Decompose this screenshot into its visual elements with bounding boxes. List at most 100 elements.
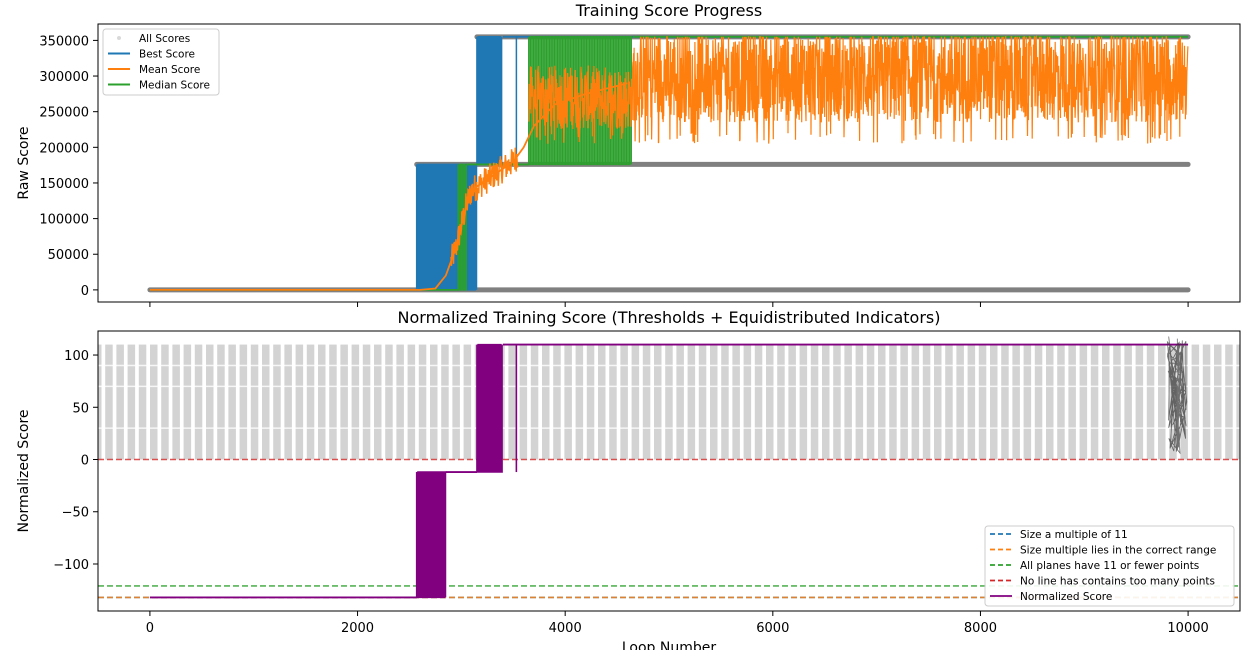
indicator-bar <box>564 344 572 460</box>
x-tick-label: 8000 <box>964 621 997 636</box>
indicator-bar <box>374 344 382 460</box>
indicator-bar <box>1102 344 1110 460</box>
y-tick-label: −50 <box>62 506 89 521</box>
legend-label: No line has contains too many points <box>1020 576 1215 588</box>
indicator-bar <box>418 344 427 460</box>
indicator-bar <box>743 344 752 460</box>
indicator-bar <box>1146 344 1155 460</box>
indicator-bar <box>217 344 225 460</box>
indicator-bar <box>676 344 684 460</box>
indicator-bar <box>810 344 819 460</box>
legend-label: All planes have 11 or fewer points <box>1020 560 1199 572</box>
indicator-bar <box>754 344 763 460</box>
indicator-bar <box>822 344 830 460</box>
x-axis-label: Loop Number <box>622 640 717 650</box>
indicator-bar <box>250 344 259 460</box>
y-tick-label: 0 <box>81 284 89 299</box>
x-tick-label: 10000 <box>1167 621 1208 636</box>
indicator-bar <box>1202 344 1211 460</box>
median-score-line <box>457 163 467 291</box>
indicator-bar <box>430 344 438 460</box>
indicator-bar <box>900 344 908 460</box>
indicator-bar <box>698 344 707 460</box>
indicator-bar <box>542 344 550 460</box>
plot-area <box>98 336 1240 599</box>
indicator-bar <box>1001 344 1009 460</box>
indicator-bar <box>598 344 606 460</box>
indicator-bar <box>329 344 337 460</box>
legend-label: All Scores <box>139 33 190 45</box>
indicator-scribble <box>1166 336 1188 455</box>
indicator-bar <box>105 344 113 460</box>
indicator-bar <box>967 344 976 460</box>
indicator-bar <box>1124 344 1132 460</box>
indicator-bar <box>1135 344 1144 460</box>
indicator-bar <box>295 344 304 460</box>
y-axis-label: Normalized Score <box>16 409 32 532</box>
indicator-bar <box>575 344 584 460</box>
legend-label: Size multiple lies in the correct range <box>1020 545 1216 557</box>
indicator-bar <box>766 344 774 460</box>
legend-marker <box>117 36 121 40</box>
indicator-bar <box>127 344 136 460</box>
indicator-bar <box>620 344 628 460</box>
indicator-bar <box>945 344 953 460</box>
indicator-bar <box>721 344 729 460</box>
indicator-bar <box>407 344 416 460</box>
x-tick-label: 2000 <box>341 621 374 636</box>
legend-label: Normalized Score <box>1020 591 1112 603</box>
indicator-bar <box>911 344 920 460</box>
indicator-bar <box>665 344 673 460</box>
indicator-bar <box>889 344 897 460</box>
mean-score-line <box>450 147 519 266</box>
indicator-bar <box>990 344 998 460</box>
indicator-bar <box>1158 344 1166 460</box>
mean-score-line <box>528 35 1189 144</box>
x-tick-label: 0 <box>146 621 154 636</box>
indicator-bar <box>654 344 662 460</box>
best-score-line <box>476 36 503 166</box>
normalized-score-chart: Normalized Training Score (Thresholds + … <box>16 308 1241 650</box>
indicator-bar <box>1214 344 1222 460</box>
indicator-bar <box>799 344 808 460</box>
indicator-bar <box>318 344 326 460</box>
indicator-bar <box>934 344 942 460</box>
indicator-bar <box>1225 344 1233 460</box>
indicator-bar <box>463 344 472 460</box>
indicator-bar <box>452 344 460 460</box>
y-tick-label: 0 <box>81 454 89 469</box>
normalized-score-line <box>415 471 447 599</box>
x-tick-label: 6000 <box>756 621 789 636</box>
plot-frame <box>97 23 1241 303</box>
indicator-bar <box>362 344 371 460</box>
y-tick-label: −100 <box>53 558 89 573</box>
indicator-bar <box>609 344 617 460</box>
indicator-bar <box>1090 344 1099 460</box>
y-tick-label: 250000 <box>39 106 89 121</box>
y-tick-label: 50 <box>72 401 89 416</box>
y-tick-label: 350000 <box>39 34 89 49</box>
chart-title: Normalized Training Score (Thresholds + … <box>398 308 941 327</box>
indicator-bar <box>732 344 740 460</box>
indicator-bar <box>239 344 248 460</box>
indicator-bar <box>530 344 539 460</box>
indicator-bar <box>1236 344 1240 460</box>
indicator-bar <box>396 344 404 460</box>
indicator-bar <box>150 344 158 460</box>
indicator-bar <box>228 344 236 460</box>
legend-box <box>102 28 220 96</box>
y-axis-label: Raw Score <box>16 126 32 199</box>
indicator-bar <box>206 344 214 460</box>
indicator-bar <box>978 344 987 460</box>
legend: All Scores Best Score Mean Score Median Sco… <box>102 28 220 96</box>
y-tick-label: 100000 <box>39 213 89 228</box>
indicator-bar <box>1191 344 1200 460</box>
indicator-bar <box>586 344 595 460</box>
normalized-score-line <box>476 343 503 473</box>
indicator-bar <box>844 344 852 460</box>
indicator-bar <box>631 344 640 460</box>
indicator-bar <box>833 344 841 460</box>
indicator-bar <box>1113 344 1121 460</box>
indicator-bar <box>161 344 169 460</box>
